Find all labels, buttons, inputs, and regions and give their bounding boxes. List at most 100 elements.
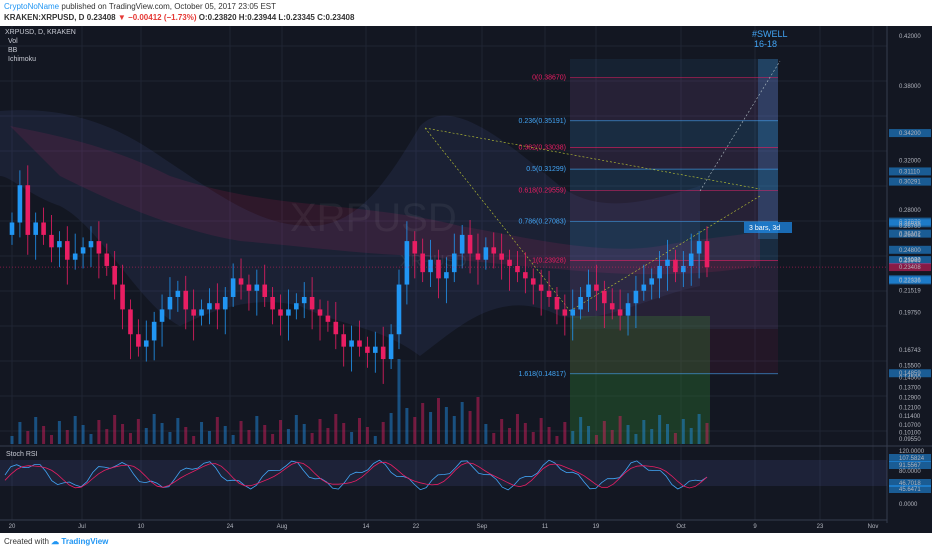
author-link[interactable]: CryptoNoName [4,2,60,11]
volume-bar [10,436,14,444]
volume-bar [500,419,504,444]
fib-band [570,221,778,261]
price-axis[interactable] [887,26,932,523]
volume-bar [697,414,701,444]
candle [317,309,323,316]
volume-bar [358,418,361,444]
price-tick: 0.13700 [899,386,921,392]
fib-label: 0.5(0.31299) [526,166,566,173]
bars-badge [744,222,792,233]
volume-bar [373,436,377,444]
volume-bar [705,423,709,444]
price-tag [889,177,931,186]
price-change: −0.00412 (−1.73%) [128,13,197,22]
volume-bar [34,417,38,444]
volume-bar [531,432,535,444]
volume-bar [271,434,275,444]
stoch-tick: 120.0000 [899,449,925,455]
candle [120,284,125,310]
price-tick: 0.28000 [899,208,921,214]
candle [420,253,425,273]
volume-bar [215,417,219,444]
candle [136,334,141,347]
volume-bar [618,416,622,444]
price-tick: 0.15500 [899,363,921,369]
volume-bar [626,425,630,444]
time-tick: 20 [9,524,16,530]
trend-line-support [569,195,761,312]
price-tick: 0.26102 [899,232,921,238]
volume-bar [113,415,117,444]
candle [349,340,354,347]
volume-bar [168,432,172,444]
candle [278,309,283,316]
candle [681,265,686,273]
volume-bar [515,414,519,444]
bars-badge-text: 3 bars, 3d [749,225,780,232]
price-tick: 0.12100 [899,406,921,412]
time-axis[interactable]: 20 Jul 10 24 Aug 14 22 Sep 11 19 Oct 9 23 Nov [9,524,879,530]
fib-band [570,190,778,222]
candle [246,284,252,291]
ticker-line: KRAKEN:XRPUSD, D 0.23408 ▼ −0.00412 (−1.… [4,13,354,22]
candle [475,253,481,260]
candle [704,241,710,268]
volume-bar [294,415,298,444]
time-tick: 10 [138,524,145,530]
volume-bar [413,417,417,444]
time-tick: 11 [542,524,549,530]
volume-bar [539,418,543,444]
candle [238,278,244,285]
legend-bb[interactable]: BB [8,47,18,54]
volume-bar [594,435,598,444]
candle [554,296,560,310]
volume-bar [73,416,77,444]
candle [451,253,457,273]
candle [262,284,268,297]
price-tag [889,219,931,228]
legend-vol[interactable]: Vol [8,38,18,45]
fib-label: 1.618(0.14817) [519,371,566,378]
footer: Created with ☁ TradingView [0,533,932,550]
candle [483,247,489,260]
stoch-tag [889,461,931,469]
candle [459,234,465,254]
candle [546,290,552,297]
candle [499,253,504,260]
volume-bar [389,413,393,444]
candle [538,284,544,291]
candle [625,303,631,316]
volume-bar [579,417,583,444]
price-tag [889,276,931,285]
candle [183,290,189,310]
candle [96,241,102,254]
publish-header: CryptoNoName published on TradingView.co… [0,0,932,26]
volume-bar [421,403,425,444]
volume-bar [207,431,211,444]
candle [602,290,607,304]
tradingview-brand[interactable]: TradingView [61,537,109,546]
watermark-big: XRPUSD [290,196,457,240]
stoch-tick: 46.7018 [899,481,921,487]
fib-label: 1(0.23928) [532,258,566,265]
candle [57,241,62,248]
candle [578,296,583,310]
volume-bar [302,424,306,444]
candle [436,259,441,279]
price-tick: 0.38000 [899,84,921,90]
fib-band [570,169,778,191]
price-chart[interactable]: 0(0.38670) 0.236(0.35191) 0.382(0.33038) 0.… [0,26,932,533]
volume-bar [650,429,654,444]
created-with-label: Created with [4,537,49,546]
volume-bar [57,421,61,444]
time-tick: 23 [817,524,824,530]
candle [128,309,133,335]
legend-ichimoku[interactable]: Ichimoku [8,56,36,63]
stoch-rsi-title[interactable]: Stoch RSI [6,451,38,458]
candle [617,309,623,316]
stoch-k-line [4,459,708,491]
last-price: 0.23408 [86,13,116,22]
stoch-tick: 80.0000 [899,469,921,475]
candle [254,284,260,291]
volume-bar [342,423,346,444]
